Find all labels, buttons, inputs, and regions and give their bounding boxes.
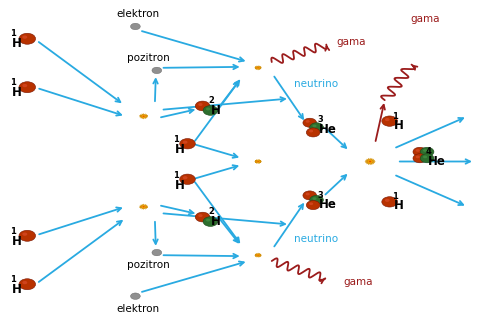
Circle shape	[382, 116, 397, 126]
Circle shape	[257, 161, 260, 162]
Text: He: He	[428, 155, 446, 168]
Circle shape	[310, 123, 323, 132]
Circle shape	[385, 118, 390, 121]
Text: 1: 1	[10, 275, 16, 284]
Circle shape	[19, 279, 36, 290]
Text: H: H	[175, 179, 185, 192]
Circle shape	[309, 130, 313, 132]
Circle shape	[303, 191, 317, 200]
Circle shape	[142, 205, 146, 208]
Text: 2: 2	[208, 96, 214, 105]
Text: 1: 1	[173, 171, 179, 180]
Text: 1: 1	[173, 135, 179, 144]
Circle shape	[22, 36, 27, 39]
Circle shape	[369, 161, 371, 162]
Circle shape	[22, 281, 27, 284]
Circle shape	[413, 154, 427, 163]
Circle shape	[143, 116, 145, 117]
Circle shape	[423, 156, 427, 158]
Circle shape	[19, 33, 36, 44]
Circle shape	[206, 219, 210, 222]
Text: H: H	[12, 36, 22, 49]
Circle shape	[306, 120, 310, 123]
Circle shape	[19, 82, 36, 93]
Text: pozitron: pozitron	[127, 53, 170, 63]
Circle shape	[19, 230, 36, 241]
Text: pozitron: pozitron	[127, 260, 170, 270]
Circle shape	[131, 293, 140, 299]
Text: H: H	[210, 215, 220, 228]
Text: 1: 1	[10, 227, 16, 236]
Text: neutrino: neutrino	[295, 234, 338, 244]
Circle shape	[142, 115, 146, 118]
Circle shape	[22, 84, 27, 87]
Text: gama: gama	[336, 37, 365, 47]
Circle shape	[183, 141, 187, 144]
Circle shape	[180, 139, 195, 149]
Polygon shape	[255, 159, 262, 164]
Text: gama: gama	[410, 14, 439, 24]
Circle shape	[306, 193, 310, 195]
Text: 1: 1	[10, 78, 16, 87]
Circle shape	[309, 203, 313, 205]
Text: H: H	[393, 119, 403, 132]
Circle shape	[22, 233, 27, 236]
Circle shape	[313, 125, 317, 127]
Circle shape	[203, 217, 218, 226]
Circle shape	[198, 214, 203, 217]
Circle shape	[203, 106, 218, 115]
Circle shape	[198, 103, 203, 106]
Text: H: H	[393, 199, 403, 212]
Circle shape	[368, 160, 373, 163]
Circle shape	[131, 23, 140, 30]
Circle shape	[195, 101, 210, 111]
Text: elektron: elektron	[116, 9, 159, 18]
Polygon shape	[255, 253, 262, 257]
Text: neutrino: neutrino	[295, 79, 338, 89]
Polygon shape	[365, 158, 375, 165]
Polygon shape	[255, 66, 262, 70]
Circle shape	[195, 212, 210, 222]
Circle shape	[416, 149, 420, 152]
Circle shape	[313, 197, 317, 200]
Text: He: He	[319, 198, 337, 211]
Text: 3: 3	[317, 191, 323, 200]
Circle shape	[303, 118, 317, 127]
Circle shape	[257, 67, 260, 69]
Circle shape	[423, 149, 427, 152]
Text: H: H	[12, 234, 22, 247]
Circle shape	[413, 147, 427, 156]
Text: H: H	[175, 143, 185, 156]
Text: H: H	[210, 104, 220, 117]
Circle shape	[180, 174, 195, 184]
Circle shape	[183, 176, 187, 179]
Text: 1: 1	[392, 192, 397, 201]
Text: He: He	[319, 123, 337, 136]
Text: 2: 2	[208, 207, 214, 216]
Text: 1: 1	[392, 111, 397, 120]
Circle shape	[206, 108, 210, 110]
Circle shape	[416, 156, 420, 158]
Text: 4: 4	[426, 147, 431, 156]
Text: H: H	[12, 86, 22, 99]
Text: elektron: elektron	[116, 305, 159, 314]
Circle shape	[385, 199, 390, 202]
Text: 3: 3	[317, 115, 323, 124]
Text: 1: 1	[10, 29, 16, 38]
Polygon shape	[140, 204, 148, 210]
Text: H: H	[12, 283, 22, 296]
Circle shape	[310, 195, 323, 204]
Circle shape	[143, 206, 145, 207]
Circle shape	[382, 197, 397, 207]
Circle shape	[152, 67, 162, 74]
Circle shape	[152, 249, 162, 256]
Text: gama: gama	[343, 277, 373, 287]
Circle shape	[420, 154, 434, 163]
Polygon shape	[140, 113, 148, 119]
Circle shape	[306, 201, 320, 210]
Circle shape	[258, 161, 259, 162]
Circle shape	[420, 147, 434, 156]
Circle shape	[306, 128, 320, 137]
Circle shape	[257, 254, 260, 256]
